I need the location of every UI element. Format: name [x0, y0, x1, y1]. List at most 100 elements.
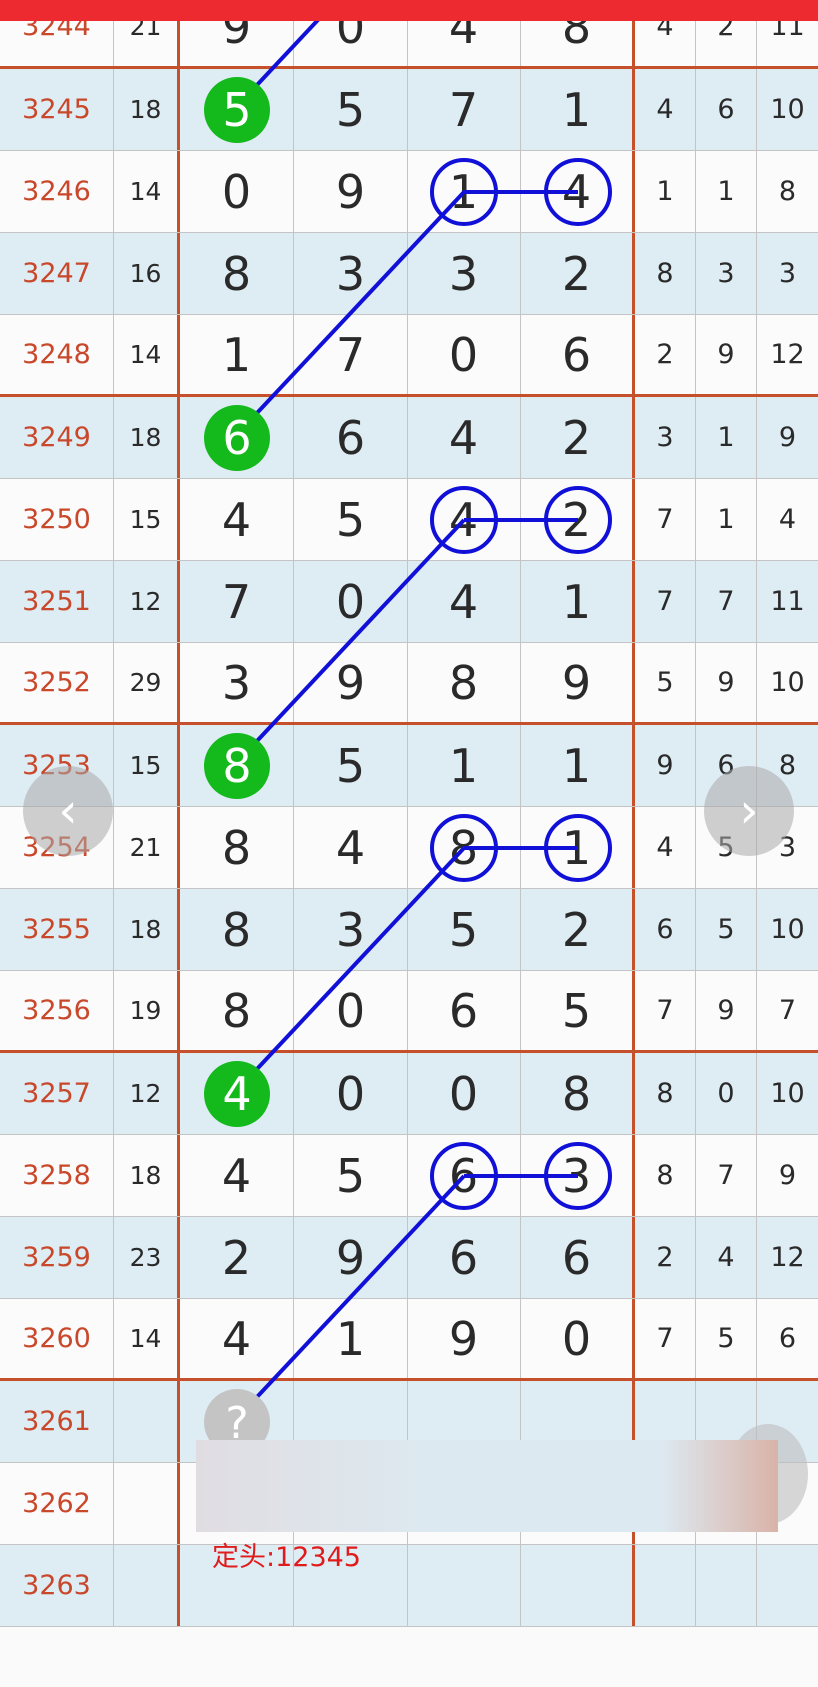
issue-cell: 3259 [0, 1217, 114, 1298]
digit-cell [521, 1381, 635, 1462]
sum-cell: 18 [114, 397, 180, 478]
digit-cell: 6 [407, 1217, 521, 1298]
issue-cell: 3252 [0, 643, 114, 722]
digit-cell: 3 [407, 233, 521, 314]
table-row: 3259 23 2 9 6 6 2 4 12 [0, 1217, 818, 1299]
prev-button[interactable]: ‹ [23, 766, 113, 856]
digit-cell: 5 [294, 479, 408, 560]
stat-cell: 12 [770, 339, 805, 370]
chevron-left-icon: ‹ [58, 783, 78, 839]
digit-cell: 1 [521, 725, 635, 806]
next-button[interactable]: › [704, 766, 794, 856]
stat-cell: 11 [770, 586, 805, 617]
table-row: 3255 18 8 3 5 2 6 5 10 [0, 889, 818, 971]
digit-cell: 5 [294, 725, 408, 806]
stat-cell: 3 [696, 233, 757, 314]
stat-cell: 6 [635, 889, 696, 970]
digit-cell: 8 [180, 971, 294, 1050]
stat-cell: 6 [696, 69, 757, 150]
stat-cell: 4 [696, 1217, 757, 1298]
digit-cell [294, 1545, 408, 1626]
digit-cell: 8 [521, 1053, 635, 1134]
stat-cell: 2 [635, 315, 696, 394]
issue-cell: 3258 [0, 1135, 114, 1216]
digit-cell: 4 [521, 151, 635, 232]
digit-cell: 5 [294, 69, 408, 150]
stat-cell: 1 [696, 397, 757, 478]
stat-cell: 9 [696, 315, 757, 394]
stat-cell: 5 [696, 1299, 757, 1378]
stat-cell: 7 [635, 479, 696, 560]
stat-cell: 9 [778, 422, 797, 453]
fixed-head-note: 定头:12345 [212, 1542, 361, 1573]
stat-cell: 4 [635, 807, 696, 888]
stat-cell: 10 [770, 1078, 805, 1109]
stat-cell: 8 [635, 233, 696, 314]
stat-cell: 10 [770, 94, 805, 125]
sum-cell: 14 [114, 315, 180, 394]
issue-cell: 3247 [0, 233, 114, 314]
stat-cell: 1 [696, 479, 757, 560]
sum-cell [114, 1381, 180, 1462]
digit-cell [521, 1545, 635, 1626]
digit-cell: 0 [180, 151, 294, 232]
blurred-banner [196, 1440, 778, 1532]
table-row: 3253158511968 [0, 725, 818, 807]
stat-cell: 1 [696, 151, 757, 232]
issue-cell: 3262 [0, 1463, 114, 1544]
chevron-right-icon: › [739, 783, 759, 839]
stat-cell: 9 [696, 643, 757, 722]
sum-cell: 29 [114, 643, 180, 722]
digit-cell [407, 1381, 521, 1462]
digit-cell: 0 [521, 1299, 635, 1378]
digit-cell: 1 [407, 151, 521, 232]
digit-cell: 3 [180, 643, 294, 722]
stat-cell: 3 [635, 397, 696, 478]
sum-cell: 19 [114, 971, 180, 1050]
issue-cell: 3257 [0, 1053, 114, 1134]
digit-cell: 7 [407, 69, 521, 150]
digit-cell: 8 [180, 233, 294, 314]
sum-cell: 14 [114, 151, 180, 232]
stat-cell: 0 [696, 1053, 757, 1134]
digit-cell: 7 [294, 315, 408, 394]
issue-cell: 3245 [0, 69, 114, 150]
table-row: 3258 18 4 5 6 3 8 7 9 [0, 1135, 818, 1217]
stat-cell: 4 [635, 69, 696, 150]
digit-cell: ? [180, 1381, 294, 1462]
issue-cell: 3246 [0, 151, 114, 232]
stat-cell: 1 [635, 151, 696, 232]
table-row: 32451855714610 [0, 69, 818, 151]
digit-cell: 0 [407, 315, 521, 394]
digit-cell: 5 [294, 1135, 408, 1216]
table-row: 3263 [0, 1545, 818, 1627]
stat-cell: 7 [635, 971, 696, 1050]
stat-cell: 2 [635, 1217, 696, 1298]
table-row: 3250 15 4 5 4 2 7 1 4 [0, 479, 818, 561]
issue-cell: 3250 [0, 479, 114, 560]
table-row: 3246 14 0 9 1 4 1 1 8 [0, 151, 818, 233]
stat-cell: 7 [635, 561, 696, 642]
issue-cell: 3248 [0, 315, 114, 394]
issue-cell: 3260 [0, 1299, 114, 1378]
stat-cell: 9 [696, 971, 757, 1050]
digit-cell: 6 [521, 1217, 635, 1298]
digit-cell: 1 [180, 315, 294, 394]
digit-cell: 6 [407, 1135, 521, 1216]
digit-cell: 6 [521, 315, 635, 394]
sum-cell: 18 [114, 1135, 180, 1216]
digit-cell: 0 [294, 971, 408, 1050]
digit-cell: 0 [407, 1053, 521, 1134]
table-row: 3251 12 7 0 4 1 7 7 11 [0, 561, 818, 643]
digit-cell: 4 [294, 807, 408, 888]
stat-cell: 10 [770, 914, 805, 945]
stat-cell: 8 [635, 1135, 696, 1216]
table-row: 3248 14 1 7 0 6 2 9 12 [0, 315, 818, 397]
digit-cell: 4 [180, 1299, 294, 1378]
sum-cell: 23 [114, 1217, 180, 1298]
stat-cell: 5 [635, 643, 696, 722]
stat-cell [757, 1545, 818, 1626]
digit-cell [180, 1545, 294, 1626]
table-row: 3260 14 4 1 9 0 7 5 6 [0, 1299, 818, 1381]
stat-cell: 7 [696, 1135, 757, 1216]
